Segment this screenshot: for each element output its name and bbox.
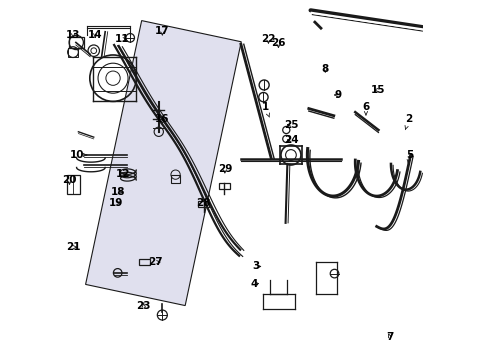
Text: 11: 11 <box>115 34 129 44</box>
Text: 20: 20 <box>62 175 77 185</box>
Polygon shape <box>85 21 241 306</box>
Text: 8: 8 <box>321 64 328 73</box>
Text: 1: 1 <box>261 102 269 117</box>
Text: 23: 23 <box>136 301 151 311</box>
Text: 14: 14 <box>88 30 102 40</box>
Text: 16: 16 <box>155 114 169 124</box>
Text: 24: 24 <box>283 135 298 145</box>
Text: 22: 22 <box>261 34 275 44</box>
Text: 10: 10 <box>69 150 86 160</box>
Text: 4: 4 <box>250 279 258 289</box>
Text: 26: 26 <box>271 38 285 48</box>
Bar <box>139 259 149 265</box>
Bar <box>171 175 180 183</box>
Text: 18: 18 <box>110 187 124 197</box>
Text: 6: 6 <box>362 102 369 115</box>
Text: 7: 7 <box>386 332 393 342</box>
Text: 5: 5 <box>405 150 412 163</box>
Text: 21: 21 <box>66 242 80 252</box>
Text: 12: 12 <box>116 169 130 179</box>
Text: 13: 13 <box>66 30 80 40</box>
Text: 27: 27 <box>148 257 163 267</box>
Text: 28: 28 <box>196 198 210 208</box>
Text: 9: 9 <box>334 90 341 100</box>
Text: 25: 25 <box>283 120 298 130</box>
Bar <box>219 183 230 189</box>
Bar <box>198 201 209 207</box>
Text: 19: 19 <box>108 198 123 208</box>
Text: 29: 29 <box>217 163 232 174</box>
Text: 2: 2 <box>404 114 411 130</box>
Text: 17: 17 <box>155 26 169 36</box>
Text: 15: 15 <box>370 85 385 95</box>
Text: 3: 3 <box>252 261 260 271</box>
